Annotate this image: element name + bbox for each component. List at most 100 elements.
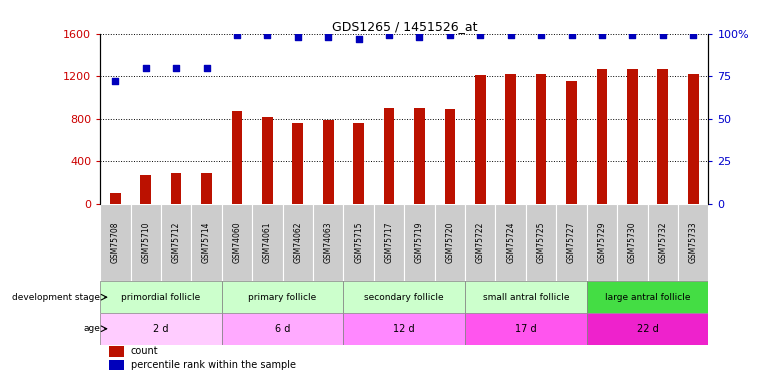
Bar [587, 313, 708, 345]
Bar [222, 204, 252, 281]
Text: GSM75720: GSM75720 [445, 222, 454, 263]
Bar [343, 281, 465, 313]
Bar [566, 81, 577, 204]
Bar [171, 174, 182, 204]
Text: large antral follicle: large antral follicle [604, 293, 691, 302]
Bar [536, 74, 547, 204]
Point [444, 33, 456, 39]
Text: age: age [83, 324, 100, 333]
Text: 6 d: 6 d [275, 324, 290, 334]
Text: GSM75708: GSM75708 [111, 222, 120, 263]
Point [292, 34, 304, 40]
Text: GSM75729: GSM75729 [598, 222, 607, 263]
Point [231, 33, 243, 39]
Bar [283, 204, 313, 281]
Bar [222, 313, 343, 345]
Text: GSM75732: GSM75732 [658, 222, 668, 263]
Bar [323, 120, 333, 204]
Title: GDS1265 / 1451526_at: GDS1265 / 1451526_at [332, 20, 477, 33]
Text: development stage: development stage [12, 293, 100, 302]
Bar [597, 69, 608, 204]
Point [626, 33, 638, 39]
Text: GSM75730: GSM75730 [628, 222, 637, 263]
Bar [658, 69, 668, 204]
Text: GSM75715: GSM75715 [354, 222, 363, 263]
Text: GSM74061: GSM74061 [263, 222, 272, 263]
Bar [109, 360, 125, 370]
Bar [100, 204, 131, 281]
Text: count: count [131, 346, 158, 357]
Text: GSM75714: GSM75714 [202, 222, 211, 263]
Text: GSM75727: GSM75727 [567, 222, 576, 263]
Bar [556, 204, 587, 281]
Point [596, 33, 608, 39]
Bar [100, 313, 222, 345]
Point [109, 78, 122, 84]
Text: GSM75722: GSM75722 [476, 222, 485, 263]
Bar [191, 204, 222, 281]
Bar [587, 204, 618, 281]
Bar [505, 74, 516, 204]
Bar [109, 346, 125, 357]
Text: GSM75712: GSM75712 [172, 222, 181, 263]
Point [504, 33, 517, 39]
Bar [100, 281, 222, 313]
Bar [678, 204, 708, 281]
Bar [444, 109, 455, 204]
Point [200, 65, 213, 71]
Text: primordial follicle: primordial follicle [122, 293, 200, 302]
Bar [232, 111, 243, 204]
Bar [374, 204, 404, 281]
Point [170, 65, 182, 71]
Bar [414, 108, 425, 204]
Bar [465, 281, 587, 313]
Bar [131, 204, 161, 281]
Point [139, 65, 152, 71]
Point [474, 33, 487, 39]
Text: percentile rank within the sample: percentile rank within the sample [131, 360, 296, 370]
Point [687, 33, 699, 39]
Bar [434, 204, 465, 281]
Text: GSM75719: GSM75719 [415, 222, 424, 263]
Point [322, 34, 334, 40]
Bar [475, 75, 486, 204]
Bar [404, 204, 434, 281]
Text: GSM75724: GSM75724 [506, 222, 515, 263]
Text: GSM74060: GSM74060 [233, 222, 242, 263]
Text: 22 d: 22 d [637, 324, 658, 334]
Text: GSM75710: GSM75710 [141, 222, 150, 263]
Text: 2 d: 2 d [153, 324, 169, 334]
Bar [383, 108, 394, 204]
Bar [222, 281, 343, 313]
Bar [465, 313, 587, 345]
Bar [262, 117, 273, 204]
Text: GSM75717: GSM75717 [384, 222, 393, 263]
Point [535, 33, 547, 39]
Text: GSM74063: GSM74063 [323, 222, 333, 263]
Point [413, 34, 426, 40]
Text: GSM74062: GSM74062 [293, 222, 303, 263]
Text: primary follicle: primary follicle [249, 293, 316, 302]
Bar [618, 204, 648, 281]
Point [565, 33, 578, 39]
Bar [343, 313, 465, 345]
Bar [465, 204, 496, 281]
Bar [110, 193, 121, 204]
Text: GSM75733: GSM75733 [688, 222, 698, 263]
Bar [161, 204, 191, 281]
Bar [648, 204, 678, 281]
Bar [496, 204, 526, 281]
Bar [140, 175, 151, 204]
Bar [526, 204, 556, 281]
Bar [627, 69, 638, 204]
Text: 12 d: 12 d [393, 324, 415, 334]
Point [261, 33, 273, 39]
Bar [293, 123, 303, 204]
Bar [587, 281, 708, 313]
Bar [313, 204, 343, 281]
Text: secondary follicle: secondary follicle [364, 293, 444, 302]
Bar [253, 204, 283, 281]
Bar [353, 123, 364, 204]
Point [353, 36, 365, 42]
Bar [688, 74, 698, 204]
